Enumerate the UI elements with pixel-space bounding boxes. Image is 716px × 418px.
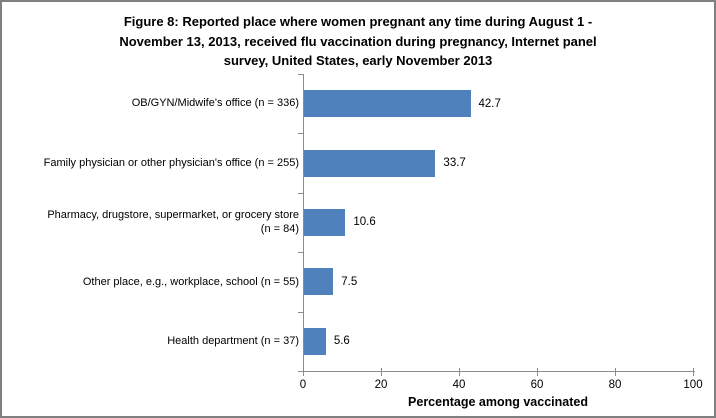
x-axis-title: Percentage among vaccinated [408, 395, 588, 409]
x-tick [303, 368, 304, 376]
category-label: Other place, e.g., workplace, school (n … [82, 275, 299, 288]
y-tick [298, 192, 303, 194]
value-label: 10.6 [353, 216, 376, 229]
x-tick-label: 80 [608, 379, 622, 391]
x-tick-label: 20 [374, 379, 388, 391]
x-axis-line [303, 371, 695, 372]
value-label: 7.5 [341, 275, 358, 288]
category-label: Health department (n = 37) [167, 335, 299, 348]
y-tick [298, 311, 303, 313]
chart-title-line-3: survey, United States, early November 20… [223, 53, 493, 68]
y-tick [298, 133, 303, 135]
x-tick [693, 368, 694, 376]
chart-title-line-1: Figure 8: Reported place where women pre… [123, 14, 593, 29]
category-label: Pharmacy, drugstore, supermarket, or gro… [47, 208, 299, 236]
x-tick [381, 368, 382, 376]
x-tick [615, 368, 616, 376]
x-tick-label: 60 [530, 379, 544, 391]
category-label: Family physician or other physician's of… [43, 156, 299, 169]
value-label: 33.7 [443, 157, 466, 170]
x-tick-label: 0 [299, 379, 307, 391]
value-label: 5.6 [333, 335, 350, 348]
y-axis-line [303, 74, 304, 372]
bar [304, 149, 436, 177]
chart-title-line-2: November 13, 2013, received flu vaccinat… [119, 33, 597, 49]
bar [304, 327, 326, 355]
x-tick [537, 368, 538, 376]
bar [304, 209, 346, 236]
y-tick [298, 371, 303, 372]
bar [304, 90, 471, 118]
chart-title: Figure 8: Reported place where women pre… [2, 12, 714, 71]
category-label: OB/GYN/Midwife's office (n = 336) [131, 97, 299, 110]
bar [304, 268, 334, 296]
y-tick [298, 74, 303, 75]
y-tick [298, 252, 303, 254]
x-tick-label: 100 [683, 379, 703, 391]
value-label: 42.7 [478, 97, 501, 110]
x-tick [459, 368, 460, 376]
x-tick-label: 40 [452, 379, 466, 391]
